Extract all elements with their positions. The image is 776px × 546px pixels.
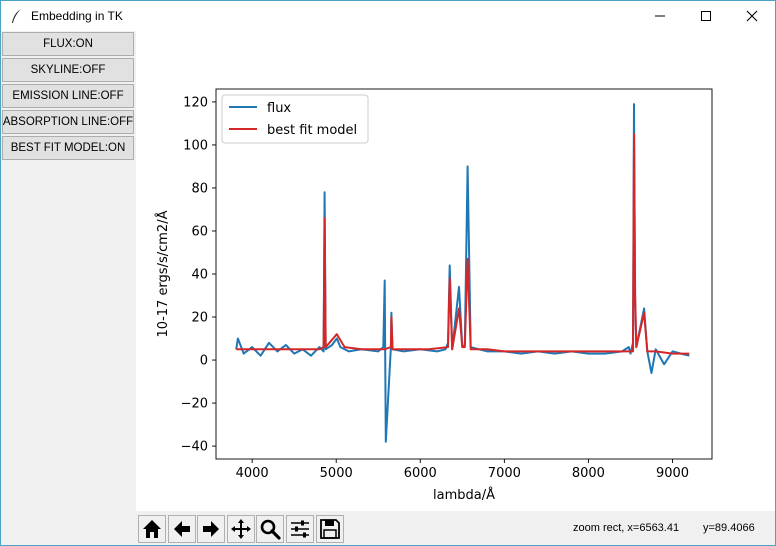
series-line-best-fit-model (236, 133, 690, 355)
window-title: Embedding in TK (31, 9, 123, 23)
close-button[interactable] (729, 1, 775, 31)
sidebar: FLUX:ON SKYLINE:OFF EMISSION LINE:OFF AB… (1, 31, 136, 545)
y-tick-label: 100 (183, 138, 208, 153)
home-icon (143, 520, 161, 538)
back-arrow-icon (174, 521, 190, 537)
y-tick-label: 20 (191, 311, 208, 326)
subplots-button[interactable] (286, 515, 314, 543)
y-tick-label: 60 (191, 224, 208, 239)
feather-icon (12, 9, 21, 23)
pan-button[interactable] (227, 515, 255, 543)
minimize-icon (655, 15, 665, 17)
home-button[interactable] (138, 515, 166, 543)
absorption-line-toggle-button[interactable]: ABSORPTION LINE:OFF (2, 110, 134, 134)
axes-frame (215, 88, 713, 460)
y-axis-label: 10-17 ergs/s/cm2/Å (155, 210, 171, 337)
x-tick-label: 8000 (572, 466, 605, 481)
x-tick-label: 4000 (236, 466, 269, 481)
series-line-flux (235, 103, 690, 443)
minimize-button[interactable] (637, 1, 683, 31)
save-button[interactable] (316, 515, 344, 543)
forward-arrow-icon (203, 521, 219, 537)
emission-line-toggle-button[interactable]: EMISSION LINE:OFF (2, 84, 134, 108)
forward-button[interactable] (197, 515, 225, 543)
legend: flux best fit model (221, 94, 369, 144)
series-lines (235, 103, 690, 443)
x-tick-label: 5000 (320, 466, 353, 481)
y-tick-label: −40 (181, 440, 208, 455)
back-button[interactable] (168, 515, 196, 543)
axis-ticks: 4000 5000 6000 7000 8000 9000 −40 −20 0 20 40 60 80 1… (181, 95, 689, 481)
navigation-toolbar: zoom rect, x=6563.41 y=89.4066 (136, 511, 775, 545)
status-cursor-x: zoom rect, x=6563.41 (573, 522, 680, 534)
status-cursor-y: y=89.4066 (703, 522, 755, 534)
best-fit-model-toggle-button[interactable]: BEST FIT MODEL:ON (2, 136, 134, 160)
x-tick-label: 7000 (488, 466, 521, 481)
y-tick-label: 120 (183, 95, 208, 110)
legend-label-flux: flux (267, 101, 291, 116)
maximize-icon (701, 11, 711, 21)
y-tick-label: 40 (191, 268, 208, 283)
legend-label-model: best fit model (267, 123, 357, 138)
subplots-icon (291, 520, 309, 538)
legend-box (221, 94, 369, 144)
x-tick-label: 6000 (404, 466, 437, 481)
close-icon (746, 10, 758, 22)
zoom-icon (260, 519, 281, 540)
plot-canvas[interactable]: 4000 5000 6000 7000 8000 9000 −40 −20 0 20 40 60 80 1… (136, 31, 775, 511)
flux-toggle-button[interactable]: FLUX:ON (2, 32, 134, 56)
y-tick-label: 0 (200, 354, 208, 369)
y-tick-label: −20 (181, 397, 208, 412)
x-axis-label: lambda/Å (433, 487, 495, 503)
skyline-toggle-button[interactable]: SKYLINE:OFF (2, 58, 134, 82)
x-tick-label: 9000 (656, 466, 689, 481)
save-icon (320, 519, 340, 539)
pan-icon (231, 519, 251, 539)
zoom-button[interactable] (256, 515, 284, 543)
maximize-button[interactable] (683, 1, 729, 31)
y-tick-label: 80 (191, 181, 208, 196)
spectrum-chart[interactable]: 4000 5000 6000 7000 8000 9000 −40 −20 0 20 40 60 80 1… (136, 31, 775, 511)
title-bar: Embedding in TK (1, 1, 775, 31)
